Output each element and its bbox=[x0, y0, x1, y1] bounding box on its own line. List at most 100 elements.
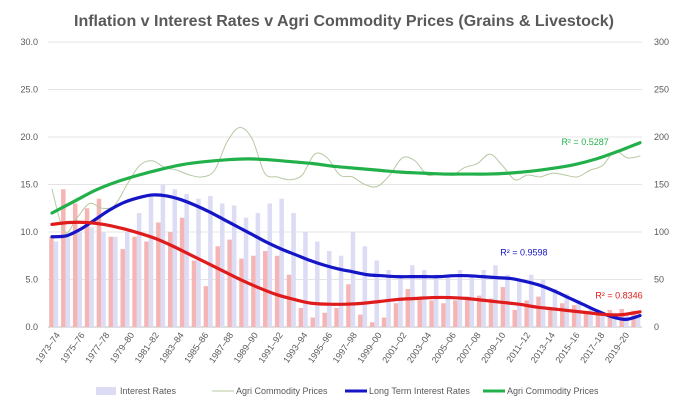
bar-interest-rates bbox=[101, 232, 106, 327]
bar-inflation bbox=[227, 239, 232, 327]
x-tick-label: 2019–20 bbox=[603, 330, 631, 364]
bar-interest-rates bbox=[77, 232, 82, 327]
bar-interest-rates bbox=[196, 198, 201, 327]
bar-interest-rates bbox=[540, 279, 546, 327]
left-y-axis: 0.0 5.0 10.0 15.0 20.0 25.0 30.0 bbox=[20, 37, 38, 332]
bar-inflation bbox=[49, 236, 54, 327]
r-squared-label: R² = 0.5287 bbox=[561, 137, 608, 147]
bar-inflation bbox=[251, 255, 256, 327]
bar-interest-rates bbox=[433, 274, 439, 327]
bar-inflation bbox=[84, 208, 90, 327]
bar-inflation bbox=[334, 308, 339, 327]
left-y-tick-label: 15.0 bbox=[20, 180, 38, 190]
bar-inflation bbox=[500, 287, 506, 327]
bar-interest-rates bbox=[65, 236, 71, 327]
bar-inflation bbox=[239, 258, 244, 327]
legend-label: Long Term Interest Rates bbox=[369, 386, 470, 396]
bar-inflation bbox=[298, 308, 304, 327]
bar-inflation bbox=[156, 222, 161, 327]
right-y-tick-label: 300 bbox=[654, 37, 669, 47]
bar-interest-rates bbox=[481, 270, 486, 327]
bar-inflation bbox=[429, 300, 434, 327]
bar-interest-rates bbox=[505, 274, 510, 327]
left-y-tick-label: 30.0 bbox=[20, 37, 38, 47]
r-squared-label: R² = 0.8346 bbox=[595, 291, 642, 301]
bar-interest-rates bbox=[445, 274, 451, 327]
legend-label: Agri Commodity Prices bbox=[507, 386, 599, 396]
bar-interest-rates bbox=[231, 205, 237, 327]
line-agri-commodity-prices bbox=[51, 126, 641, 234]
left-y-tick-label: 10.0 bbox=[20, 227, 38, 237]
right-y-tick-label: 250 bbox=[654, 85, 669, 95]
bar-inflation bbox=[560, 303, 565, 327]
bar-inflation bbox=[453, 300, 458, 327]
bar-interest-rates bbox=[635, 317, 641, 327]
legend-label: Interest Rates bbox=[120, 386, 177, 396]
trendline-agri-commodity-prices bbox=[50, 141, 642, 215]
bar-inflation bbox=[607, 309, 613, 327]
bar-inflation bbox=[108, 236, 114, 327]
bar-inflation bbox=[358, 314, 363, 327]
bar-interest-rates bbox=[279, 198, 284, 327]
bar-inflation bbox=[441, 303, 446, 327]
bar-inflation bbox=[286, 274, 292, 327]
bar-inflation bbox=[548, 308, 553, 327]
bar-interest-rates bbox=[528, 274, 534, 327]
bar-interest-rates bbox=[386, 270, 391, 327]
bar-inflation bbox=[571, 305, 577, 327]
x-tick-label: 2009–10 bbox=[479, 330, 507, 364]
bar-interest-rates bbox=[160, 184, 166, 327]
bar-interest-rates bbox=[243, 217, 249, 327]
bar-interest-rates bbox=[326, 251, 332, 327]
right-y-tick-label: 100 bbox=[654, 227, 669, 237]
trendline-series-2 bbox=[50, 220, 642, 317]
right-y-tick-label: 50 bbox=[654, 275, 664, 285]
right-y-axis: 0 50 100 150 200 250 300 bbox=[654, 37, 669, 332]
bar-inflation bbox=[583, 312, 589, 327]
bar-inflation bbox=[524, 300, 529, 327]
right-y-tick-label: 150 bbox=[654, 180, 669, 190]
bar-interest-rates bbox=[53, 241, 59, 327]
bar-interest-rates bbox=[267, 203, 273, 327]
legend-label: Agri Commodity Prices bbox=[236, 386, 328, 396]
bar-inflation bbox=[417, 298, 422, 327]
bar-interest-rates bbox=[136, 213, 142, 327]
bar-inflation bbox=[595, 312, 601, 327]
bar-inflation bbox=[310, 317, 316, 327]
bar-inflation bbox=[191, 260, 197, 327]
bar-interest-rates bbox=[612, 312, 617, 327]
left-y-tick-label: 5.0 bbox=[25, 275, 38, 285]
bar-interest-rates bbox=[148, 194, 154, 327]
bar-interest-rates bbox=[89, 227, 94, 327]
bar-inflation bbox=[322, 312, 327, 327]
bar-interest-rates bbox=[493, 265, 498, 327]
bar-interest-rates bbox=[255, 213, 261, 327]
bar-interest-rates bbox=[588, 308, 593, 327]
left-y-tick-label: 25.0 bbox=[20, 85, 38, 95]
bar-interest-rates bbox=[362, 246, 368, 327]
bar-interest-rates bbox=[124, 232, 130, 327]
trendline-long-term-interest-rates bbox=[50, 193, 642, 322]
bar-inflation bbox=[179, 217, 185, 327]
bar-inflation bbox=[96, 198, 102, 327]
r-squared-labels: R² = 0.9598 R² = 0.8346 R² = 0.5287 bbox=[500, 137, 642, 301]
bar-inflation bbox=[512, 309, 518, 327]
bar-interest-rates bbox=[600, 312, 605, 327]
legend: Interest Rates Agri Commodity Prices Long … bbox=[96, 386, 599, 396]
bar-interest-rates bbox=[291, 213, 296, 327]
bar-inflation bbox=[369, 322, 375, 327]
bar-interest-rates bbox=[410, 265, 415, 327]
bar-inflation bbox=[488, 298, 494, 327]
right-y-tick-label: 200 bbox=[654, 132, 669, 142]
bar-inflation bbox=[215, 246, 221, 327]
bar-inflation bbox=[381, 317, 387, 327]
legend-swatch bbox=[96, 387, 116, 395]
bar-inflation bbox=[144, 241, 149, 327]
line-series-group bbox=[50, 126, 642, 322]
bar-interest-rates bbox=[303, 232, 308, 327]
bar-inflation bbox=[203, 286, 209, 327]
bar-inflation bbox=[167, 232, 173, 327]
chart-title: Inflation v Interest Rates v Agri Commod… bbox=[74, 13, 614, 30]
